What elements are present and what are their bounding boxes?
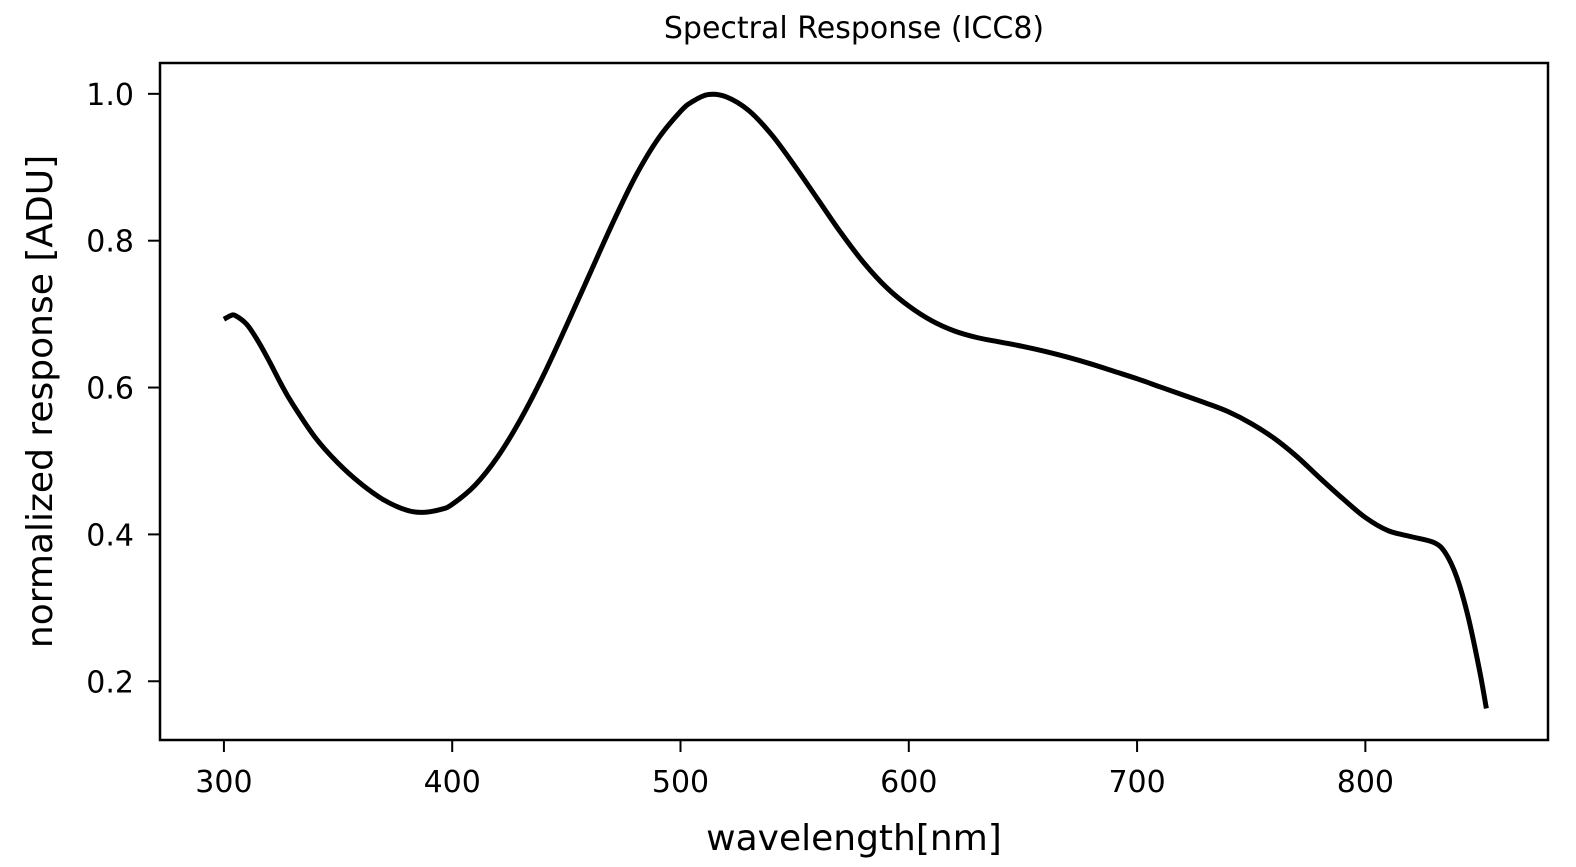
- y-tick-label: 0.6: [86, 372, 134, 407]
- x-tick-label: 700: [1108, 765, 1165, 800]
- x-axis-label: wavelength[nm]: [706, 818, 1002, 859]
- x-tick-label: 300: [195, 765, 252, 800]
- response-curve-line: [222, 91, 1489, 709]
- y-tick-label: 0.4: [86, 518, 134, 553]
- y-tick-label: 1.0: [86, 78, 134, 113]
- y-axis-label: normalized response [ADU]: [20, 155, 61, 648]
- x-tick-label: 400: [424, 765, 481, 800]
- y-axis: 0.2 0.4 0.6 0.8 1.0: [86, 78, 160, 700]
- plot-frame: [158, 61, 1550, 742]
- x-axis: 300 400 500 600 700 800: [195, 740, 1394, 800]
- plot-area: [222, 91, 1489, 709]
- x-tick-label: 500: [652, 765, 709, 800]
- y-tick-label: 0.8: [86, 225, 134, 260]
- x-tick-label: 600: [880, 765, 937, 800]
- y-tick-label: 0.2: [86, 665, 134, 700]
- chart-title: Spectral Response (ICC8): [664, 11, 1044, 46]
- x-tick-label: 800: [1337, 765, 1394, 800]
